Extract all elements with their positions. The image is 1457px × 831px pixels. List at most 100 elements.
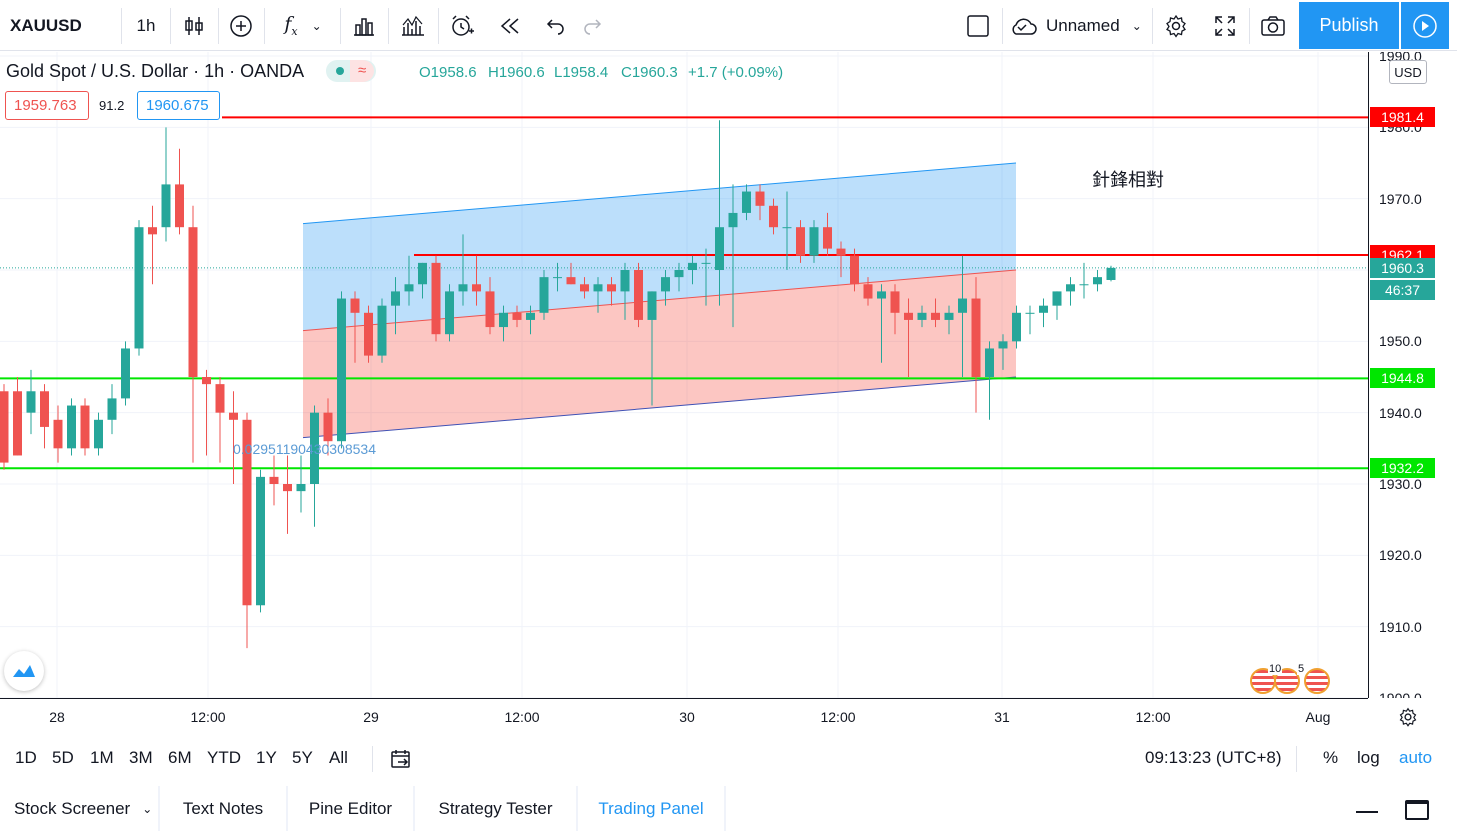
indicators-button[interactable]: fx ⌄ bbox=[270, 0, 336, 51]
sell-price: 1959.763 bbox=[14, 97, 77, 114]
current-price-tag[interactable]: 1960.3 bbox=[1370, 257, 1435, 278]
candle-body bbox=[971, 298, 981, 377]
chart-pane[interactable] bbox=[0, 52, 1368, 698]
candle-body bbox=[769, 205, 778, 228]
goto-date-button[interactable] bbox=[390, 748, 412, 775]
range-ytd[interactable]: YTD bbox=[207, 748, 241, 767]
replay-button[interactable] bbox=[490, 0, 530, 51]
candle-body bbox=[661, 277, 670, 292]
candle-body bbox=[526, 312, 535, 320]
candle-body bbox=[728, 212, 738, 228]
layout-name-button[interactable]: Unnamed ⌄ bbox=[1008, 0, 1150, 51]
candle-style-button[interactable] bbox=[174, 0, 214, 51]
tab-trading-panel[interactable]: Trading Panel bbox=[578, 786, 724, 831]
candle-body bbox=[877, 291, 886, 299]
candle-body bbox=[1066, 284, 1075, 292]
economic-events[interactable]: 10 5 bbox=[1248, 663, 1334, 696]
tradingview-logo[interactable] bbox=[4, 651, 44, 691]
time-tick-label: 31 bbox=[994, 709, 1010, 725]
publish-button[interactable]: Publish bbox=[1299, 2, 1399, 49]
range-1d[interactable]: 1D bbox=[15, 748, 37, 767]
candle-body bbox=[391, 291, 400, 306]
templates-button[interactable] bbox=[392, 0, 434, 51]
compare-button[interactable] bbox=[222, 0, 260, 51]
redo-icon bbox=[584, 18, 602, 35]
calendar-goto-icon bbox=[391, 750, 410, 768]
chevron-down-icon: ⌄ bbox=[1131, 18, 1142, 33]
currency-label[interactable]: USD bbox=[1389, 60, 1427, 84]
range-6m[interactable]: 6M bbox=[168, 748, 192, 767]
candle-body bbox=[1079, 284, 1089, 286]
wave-icon: ≈ bbox=[350, 60, 375, 82]
candle-body bbox=[917, 312, 927, 320]
tab-pine-editor[interactable]: Pine Editor bbox=[288, 786, 413, 831]
time-axis[interactable]: 28 12:00 29 12:00 30 12:00 31 12:00 Aug bbox=[0, 698, 1368, 734]
toolbar-divider bbox=[121, 8, 122, 44]
candle-body bbox=[418, 262, 427, 285]
redo-button[interactable] bbox=[573, 0, 611, 51]
range-all[interactable]: All bbox=[329, 748, 348, 767]
range-1m[interactable]: 1M bbox=[90, 748, 114, 767]
channel-upper-fill bbox=[303, 163, 1016, 331]
candle-body bbox=[850, 255, 859, 285]
undo-button[interactable] bbox=[537, 0, 575, 51]
play-button[interactable] bbox=[1401, 2, 1449, 49]
level-price-tag[interactable]: 1932.2 bbox=[1370, 458, 1435, 479]
auto-toggle[interactable]: auto bbox=[1399, 748, 1433, 767]
level-price-tag[interactable]: 1981.4 bbox=[1370, 107, 1435, 128]
percent-toggle[interactable]: % bbox=[1323, 748, 1339, 767]
minimize-icon[interactable] bbox=[1356, 811, 1378, 813]
alarm-clock-icon bbox=[452, 14, 474, 36]
log-toggle[interactable]: log bbox=[1357, 748, 1380, 767]
bar-countdown-tag[interactable]: 46:37 bbox=[1370, 279, 1435, 300]
fullscreen-button[interactable] bbox=[1205, 0, 1245, 51]
candle-body bbox=[283, 484, 292, 492]
maximize-icon[interactable] bbox=[1405, 800, 1429, 820]
toolbar-divider bbox=[218, 8, 219, 44]
symbol-search[interactable]: XAUUSD bbox=[0, 0, 120, 51]
candle-body bbox=[782, 227, 792, 229]
chart-note[interactable]: 針鋒相對 bbox=[1092, 170, 1164, 191]
sell-button[interactable]: 1959.763 bbox=[5, 91, 89, 120]
legend-close: C1960.3 bbox=[621, 64, 678, 81]
candle-body bbox=[593, 284, 603, 292]
candle-body bbox=[539, 277, 549, 313]
toolbar-divider bbox=[1002, 8, 1003, 44]
candle-body bbox=[296, 484, 306, 492]
range-1y[interactable]: 1Y bbox=[256, 748, 277, 767]
legend-low: L1958.4 bbox=[554, 64, 609, 81]
financials-button[interactable] bbox=[344, 0, 384, 51]
tab-strategy-tester[interactable]: Strategy Tester bbox=[415, 786, 576, 831]
bar-chart-icon bbox=[354, 17, 374, 36]
alert-button[interactable] bbox=[442, 0, 482, 51]
candle-body bbox=[350, 298, 360, 313]
tab-text-notes[interactable]: Text Notes bbox=[160, 786, 286, 831]
tab-label: Pine Editor bbox=[308, 798, 393, 818]
clock-display[interactable]: 09:13:23 (UTC+8) bbox=[1145, 748, 1282, 767]
level-price-tag[interactable]: 1944.8 bbox=[1370, 368, 1435, 389]
candle-body bbox=[566, 277, 576, 285]
eye-toggle[interactable]: ≈ bbox=[326, 60, 377, 82]
interval-button[interactable]: 1h bbox=[124, 0, 168, 51]
buy-button[interactable]: 1960.675 bbox=[137, 91, 220, 120]
gear-icon bbox=[1399, 707, 1417, 727]
snapshot-button[interactable] bbox=[1253, 0, 1293, 51]
chart-canvas[interactable] bbox=[0, 52, 1368, 698]
candle-body bbox=[0, 391, 9, 463]
tab-stock-screener[interactable]: Stock Screener ⌄ bbox=[0, 786, 158, 831]
candle-body bbox=[647, 291, 657, 320]
settings-button[interactable] bbox=[1156, 0, 1196, 51]
candle-body bbox=[499, 312, 508, 328]
range-5d[interactable]: 5D bbox=[52, 748, 74, 767]
price-axis[interactable]: 1990.01980.01970.01960.01950.01940.01930… bbox=[1368, 52, 1457, 698]
price-tick-label: 1920.0 bbox=[1379, 547, 1422, 564]
candle-body bbox=[310, 412, 319, 484]
candle-body bbox=[931, 312, 940, 320]
range-3m[interactable]: 3M bbox=[129, 748, 153, 767]
candle-body bbox=[607, 284, 616, 292]
layout-button[interactable] bbox=[956, 0, 1000, 51]
axis-settings-button[interactable] bbox=[1396, 705, 1420, 729]
range-5y[interactable]: 5Y bbox=[292, 748, 313, 767]
time-tick-label: 28 bbox=[49, 709, 65, 725]
event-count: 5 bbox=[1297, 663, 1306, 675]
